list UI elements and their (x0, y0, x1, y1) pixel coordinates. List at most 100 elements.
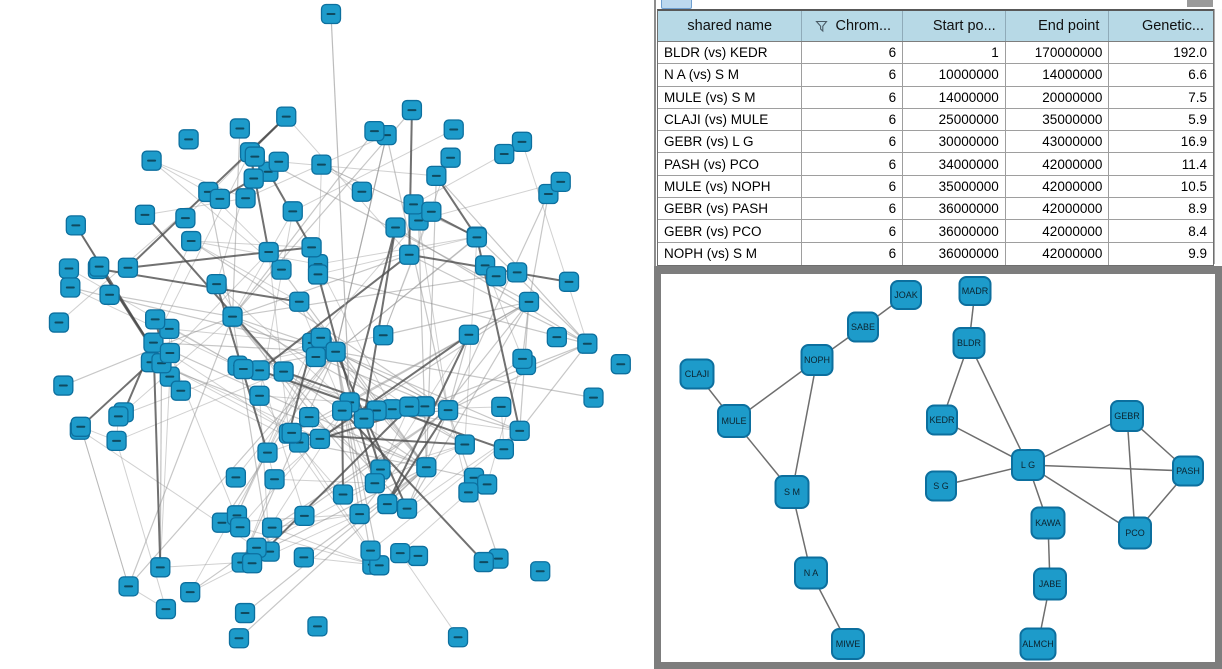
network-node[interactable] (476, 474, 498, 495)
network-node[interactable] (53, 375, 74, 396)
subnetwork-node[interactable]: N A (794, 556, 828, 590)
network-node[interactable] (486, 266, 507, 287)
network-node[interactable] (155, 598, 177, 620)
network-node[interactable] (494, 143, 515, 165)
network-node[interactable] (325, 341, 346, 362)
subnetwork-node[interactable]: MADR (958, 276, 992, 306)
subnetwork-node[interactable]: S G (925, 470, 957, 502)
subnetwork-node[interactable]: SABE (847, 311, 879, 343)
network-node[interactable] (118, 576, 139, 597)
network-node[interactable] (426, 165, 447, 187)
table-row[interactable]: NOPH (vs) S M 6 36000000 42000000 9.9 (658, 242, 1213, 265)
network-node[interactable] (181, 230, 202, 252)
network-node[interactable] (583, 387, 604, 408)
network-node[interactable] (228, 628, 250, 649)
network-node[interactable] (294, 505, 315, 527)
network-node[interactable] (458, 482, 479, 503)
table-row[interactable]: PASH (vs) PCO 6 34000000 42000000 11.4 (658, 153, 1213, 176)
network-node[interactable] (293, 547, 314, 568)
network-node[interactable] (264, 469, 285, 490)
network-node[interactable] (399, 396, 420, 417)
column-header-1[interactable]: Chrom... (802, 11, 904, 41)
subnetwork-node[interactable]: KAWA (1030, 506, 1066, 540)
network-node[interactable] (364, 473, 385, 494)
network-node[interactable] (289, 291, 310, 312)
column-header-2[interactable]: Start po... (903, 11, 1006, 41)
network-node[interactable] (610, 354, 631, 375)
network-node[interactable] (518, 291, 540, 313)
network-node[interactable] (99, 284, 120, 305)
network-node[interactable] (377, 493, 398, 515)
network-node[interactable] (385, 217, 406, 238)
network-node[interactable] (249, 385, 270, 406)
subnetwork-canvas[interactable]: JOAK SABE NOPH CLAJI MULE KEDR MADR BLDR GEBR L G… (661, 274, 1215, 662)
network-node[interactable] (70, 416, 91, 437)
subnetwork-node[interactable]: MULE (717, 404, 751, 438)
network-node[interactable] (229, 517, 251, 538)
network-node[interactable] (170, 380, 191, 401)
network-node[interactable] (364, 121, 385, 142)
network-node[interactable] (307, 616, 328, 637)
network-node[interactable] (180, 582, 201, 603)
subnetwork-node[interactable]: ALMCH (1019, 627, 1057, 661)
network-node[interactable] (401, 99, 423, 121)
subnetwork-edge[interactable] (968, 342, 1029, 466)
network-node[interactable] (301, 237, 322, 258)
network-node[interactable] (507, 262, 528, 283)
table-row[interactable]: GEBR (vs) L G 6 30000000 43000000 16.9 (658, 131, 1213, 154)
network-node[interactable] (143, 332, 164, 353)
network-node[interactable] (222, 306, 243, 327)
subnetwork-node[interactable]: PCO (1118, 516, 1152, 550)
network-node[interactable] (512, 348, 533, 369)
network-node[interactable] (530, 561, 551, 582)
subnetwork-node[interactable]: CLAJI (679, 358, 715, 390)
network-node[interactable] (209, 188, 231, 210)
subnetwork-node[interactable]: L G (1011, 449, 1045, 481)
network-node[interactable] (282, 201, 303, 222)
network-node[interactable] (407, 545, 429, 567)
network-node[interactable] (229, 118, 251, 139)
column-header-3[interactable]: End point (1006, 11, 1110, 41)
network-node[interactable] (491, 396, 512, 418)
network-node[interactable] (211, 512, 233, 533)
network-node[interactable] (145, 309, 166, 330)
network-node[interactable] (550, 171, 571, 192)
network-node[interactable] (178, 129, 199, 150)
network-node[interactable] (320, 3, 342, 25)
network-node[interactable] (60, 277, 81, 298)
network-node[interactable] (241, 553, 263, 574)
subnetwork-node[interactable]: JOAK (890, 280, 922, 310)
network-node[interactable] (353, 408, 375, 429)
network-node[interactable] (159, 342, 181, 364)
network-node[interactable] (244, 146, 265, 167)
network-node[interactable] (89, 256, 110, 277)
network-node[interactable] (466, 227, 488, 248)
network-node[interactable] (403, 194, 424, 215)
network-node[interactable] (577, 333, 598, 354)
table-row[interactable]: MULE (vs) NOPH 6 35000000 42000000 10.5 (658, 175, 1213, 199)
network-node[interactable] (106, 430, 127, 451)
network-node[interactable] (258, 241, 279, 263)
network-node[interactable] (443, 119, 464, 140)
network-node[interactable] (108, 406, 129, 427)
subnetwork-node[interactable]: PASH (1172, 455, 1204, 487)
network-node[interactable] (454, 434, 475, 455)
table-scrollbar-track[interactable] (1214, 9, 1222, 264)
network-node[interactable] (233, 358, 254, 380)
network-node[interactable] (546, 326, 567, 348)
network-node[interactable] (48, 312, 70, 333)
subnetwork-node[interactable]: JABE (1033, 567, 1067, 601)
network-node[interactable] (281, 422, 302, 444)
network-node[interactable] (261, 517, 283, 538)
network-node[interactable] (271, 259, 292, 280)
network-node[interactable] (396, 498, 418, 519)
network-node[interactable] (150, 557, 171, 578)
network-node[interactable] (141, 150, 162, 171)
table-row[interactable]: N A (vs) S M 6 10000000 14000000 6.6 (658, 64, 1213, 87)
network-node[interactable] (558, 271, 580, 292)
subnetwork-edge[interactable] (791, 359, 818, 493)
subnetwork-node[interactable]: GEBR (1110, 400, 1144, 432)
subnetwork-node[interactable]: S M (774, 475, 810, 509)
network-node[interactable] (309, 428, 331, 450)
network-node[interactable] (509, 420, 530, 441)
